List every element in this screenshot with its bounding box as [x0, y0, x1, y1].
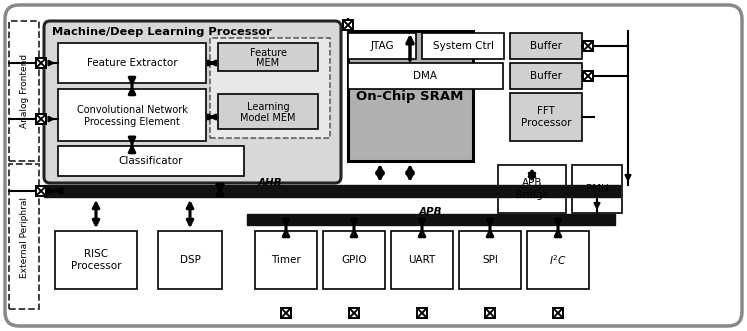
Text: UART: UART	[409, 255, 436, 265]
Text: Classificator: Classificator	[119, 156, 183, 166]
Bar	[36, 114, 46, 124]
Bar	[323, 231, 385, 289]
Bar	[9, 164, 39, 309]
Text: MEM: MEM	[256, 58, 279, 68]
Text: Buffer: Buffer	[530, 41, 562, 51]
Text: PMU: PMU	[586, 184, 608, 194]
Text: On-Chip SRAM: On-Chip SRAM	[356, 89, 464, 103]
Text: $I^2C$: $I^2C$	[549, 253, 567, 267]
Text: Learning: Learning	[247, 102, 289, 112]
Bar	[485, 308, 495, 318]
Text: Machine/Deep Learning Processor: Machine/Deep Learning Processor	[52, 27, 272, 37]
Bar	[349, 308, 359, 318]
Bar	[422, 33, 504, 59]
Bar	[417, 308, 427, 318]
Bar	[348, 31, 473, 161]
Text: AHB: AHB	[258, 178, 282, 188]
Text: JTAG: JTAG	[371, 41, 394, 51]
Bar	[218, 94, 318, 129]
Bar	[553, 308, 563, 318]
Text: GPIO: GPIO	[341, 255, 367, 265]
Text: APB: APB	[521, 178, 542, 188]
Bar	[583, 41, 593, 51]
Text: External Periphral: External Periphral	[19, 197, 28, 277]
Bar	[510, 33, 582, 59]
Text: Processing Element: Processing Element	[84, 117, 180, 127]
Text: Feature Extractor: Feature Extractor	[87, 58, 177, 68]
Text: Convolutional Network: Convolutional Network	[76, 105, 187, 115]
Bar	[348, 63, 503, 89]
Text: FFT: FFT	[537, 106, 555, 116]
Text: SPI: SPI	[482, 255, 498, 265]
Text: Analog Frontend: Analog Frontend	[19, 54, 28, 128]
Bar	[218, 43, 318, 71]
Bar	[572, 165, 622, 213]
Text: Bridge: Bridge	[515, 190, 549, 200]
Bar	[58, 89, 206, 141]
Bar	[583, 71, 593, 81]
Bar	[498, 165, 566, 213]
Bar	[9, 21, 39, 161]
Bar	[459, 231, 521, 289]
Bar	[281, 308, 291, 318]
Bar	[510, 63, 582, 89]
Bar	[210, 38, 330, 138]
Bar	[44, 185, 620, 197]
Text: Buffer: Buffer	[530, 71, 562, 81]
Bar	[36, 58, 46, 68]
Bar	[55, 231, 137, 289]
Text: DSP: DSP	[179, 255, 200, 265]
Text: DMA: DMA	[413, 71, 437, 81]
Bar	[343, 20, 353, 30]
Text: Feature: Feature	[249, 48, 287, 58]
Bar	[391, 231, 453, 289]
Text: APB: APB	[418, 207, 441, 217]
Bar	[58, 43, 206, 83]
Bar	[36, 186, 46, 196]
FancyBboxPatch shape	[44, 21, 341, 183]
Bar	[510, 93, 582, 141]
Text: Model MEM: Model MEM	[241, 113, 296, 123]
Text: RISC: RISC	[84, 249, 108, 259]
Bar	[527, 231, 589, 289]
FancyBboxPatch shape	[5, 5, 742, 326]
Bar	[255, 231, 317, 289]
Text: Processor: Processor	[521, 118, 571, 128]
Bar	[348, 33, 416, 59]
Bar	[158, 231, 222, 289]
Text: Processor: Processor	[71, 261, 121, 271]
Text: System Ctrl: System Ctrl	[433, 41, 494, 51]
Bar	[58, 146, 244, 176]
Text: Timer: Timer	[271, 255, 301, 265]
Bar	[247, 214, 615, 225]
